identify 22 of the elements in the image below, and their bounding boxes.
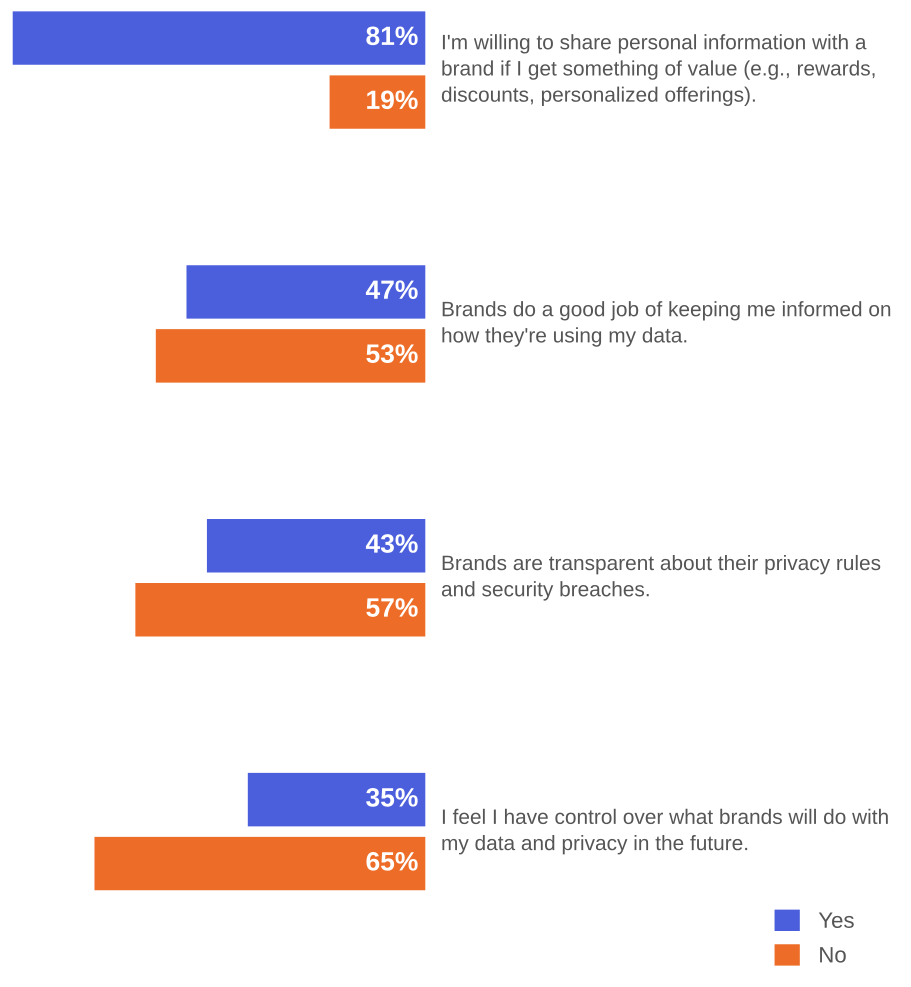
y-tick-label: Brands do a good job of keeping me informed on how they're using my data. — [442, 301, 890, 347]
bar — [328, 74, 426, 130]
bar — [246, 772, 426, 828]
data-label: 47% — [366, 280, 418, 299]
data-label: 65% — [366, 852, 418, 871]
legend-label: No — [820, 947, 846, 963]
y-tick-label: I feel I have control over what brands will do with my data and privacy in the future. — [442, 808, 888, 854]
y-tick-label: I'm willing to share personal information with a brand if I get something of value (e.g., rewards, discounts, personalized offerings). — [442, 34, 875, 106]
data-label: 53% — [366, 344, 418, 364]
bar — [206, 518, 426, 574]
legend-label: Yes — [818, 912, 854, 928]
y-tick-label: Brands are transparent about their privacy rules and security breaches. — [442, 554, 880, 601]
bar — [134, 582, 426, 638]
data-label: 35% — [366, 788, 418, 807]
data-label: 43% — [366, 534, 418, 553]
bar — [154, 328, 426, 384]
data-label: 19% — [367, 90, 418, 110]
bar — [185, 264, 426, 320]
data-label: 81% — [366, 26, 418, 46]
bar — [93, 835, 426, 892]
bar — [11, 10, 426, 66]
data-label: 57% — [366, 598, 418, 617]
